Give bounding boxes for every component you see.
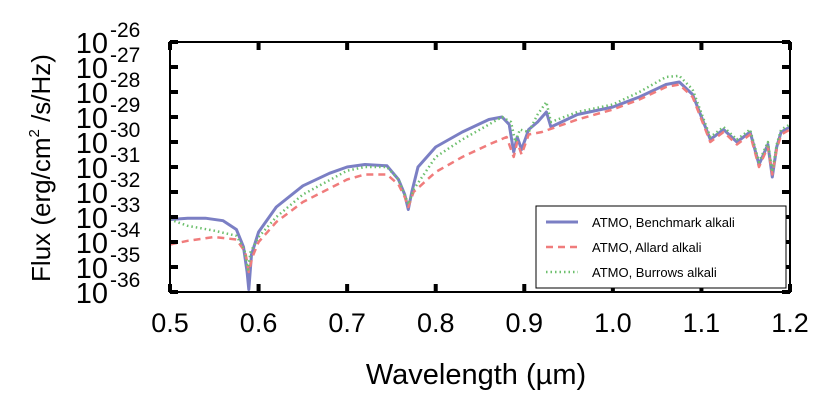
y-tick-exponent: -32 <box>110 169 140 192</box>
y-tick-exponent: -31 <box>110 144 140 167</box>
series-line-0 <box>169 80 791 291</box>
y-tick-exponent: -34 <box>110 219 141 242</box>
y-tick-exponent: -33 <box>110 194 140 217</box>
y-tick-exponent: -35 <box>110 244 140 267</box>
y-axis-title-tail: /s/Hz) <box>26 54 56 129</box>
series-line-1 <box>169 83 791 274</box>
y-tick-label: 10 <box>76 153 108 185</box>
y-tick-exponent: -29 <box>110 94 140 117</box>
y-axis-title: Flux (erg/cm2 /s/Hz) <box>26 54 56 282</box>
y-tick-label: 10 <box>76 178 108 210</box>
y-tick-label: 10 <box>76 228 108 260</box>
legend: ATMO, Benchmark alkali ATMO, Allard alkal… <box>535 205 787 289</box>
y-tick-exponent: -27 <box>110 44 140 67</box>
y-tick-exponent: -28 <box>110 69 140 92</box>
y-tick-label: 10 <box>76 278 108 310</box>
x-tick-label: 0.8 <box>417 308 455 338</box>
y-tick-label: 10 <box>76 28 108 60</box>
x-axis-title: Wavelength (µm) <box>366 359 586 391</box>
x-tick-label: 1.0 <box>594 308 632 338</box>
x-tick-label: 1.1 <box>683 308 721 338</box>
legend-label-2: ATMO, Burrows alkali <box>592 265 717 280</box>
y-tick-label: 10 <box>76 128 108 160</box>
y-axis-title-main: Flux (erg/cm <box>26 137 56 281</box>
x-tick-label: 0.9 <box>506 308 544 338</box>
legend-label-0: ATMO, Benchmark alkali <box>592 215 735 230</box>
y-tick-exponent: -26 <box>110 19 140 42</box>
x-tick-label: 0.5 <box>151 308 189 338</box>
y-tick-label: 10 <box>76 78 108 110</box>
legend-box <box>535 205 787 289</box>
y-tick-label: 10 <box>76 203 108 235</box>
x-tick-label: 0.6 <box>240 308 278 338</box>
y-tick-label: 10 <box>76 103 108 135</box>
series-layer <box>169 74 791 291</box>
svg-text:Flux (erg/cm2 /s/Hz): Flux (erg/cm2 /s/Hz) <box>26 54 56 282</box>
x-tick-label: 1.2 <box>771 308 809 338</box>
y-axis-title-sup: 2 <box>26 129 43 137</box>
y-tick-label: 10 <box>76 53 108 85</box>
y-tick-label: 10 <box>76 253 108 285</box>
y-tick-exponent: -36 <box>110 269 140 292</box>
legend-label-1: ATMO, Allard alkali <box>592 240 702 255</box>
y-tick-exponent: -30 <box>110 119 140 142</box>
x-tick-label: 0.7 <box>328 308 366 338</box>
